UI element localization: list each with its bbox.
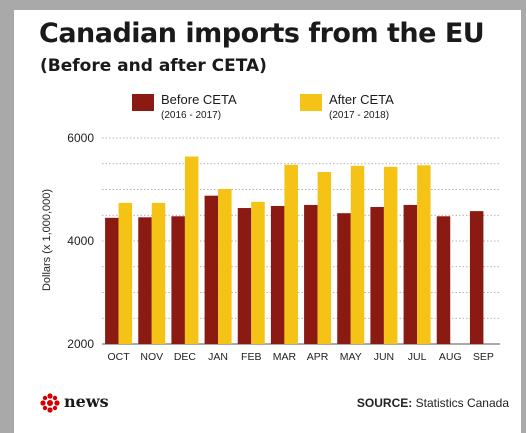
bar-after-ceta-jun (383, 166, 398, 344)
legend-swatch-before (132, 94, 154, 111)
x-tick-label: DEC (174, 351, 197, 363)
bar-before-ceta-feb (237, 208, 252, 344)
bar-before-ceta-apr (304, 204, 318, 344)
bar-before-ceta-oct (105, 217, 119, 344)
y-tick-label: 4000 (67, 234, 94, 248)
bar-after-ceta-mar (284, 164, 298, 344)
source-value: Statistics Canada (415, 396, 509, 410)
x-tick-label: JAN (208, 351, 228, 363)
bar-chart: 2000 4000 6000 OCT NOV DEC JAN FEB MAR APR MAY JUN J… (41, 131, 500, 363)
chart-title: Canadian imports from the EU (39, 18, 485, 49)
y-tick-label: 2000 (67, 337, 94, 351)
source-label: SOURCE: (356, 396, 413, 410)
chart-card: Canadian imports from the EU (Before and… (14, 10, 521, 433)
source-note: SOURCE: Statistics Canada (357, 396, 509, 410)
legend-label-after: After CETA (329, 92, 394, 107)
x-tick-label: MAR (273, 351, 297, 363)
y-axis-label: Dollars (x 1,000,000) (41, 189, 53, 291)
x-tick-label: APR (307, 351, 329, 363)
bar-after-ceta-may (350, 165, 365, 344)
bar-before-ceta-mar (270, 205, 285, 344)
bar-before-ceta-jun (370, 207, 384, 344)
brand-text: news (64, 392, 109, 411)
bar-after-ceta-jan (218, 188, 232, 344)
bar-after-ceta-jul (417, 165, 431, 344)
cbc-news-logo: news (40, 392, 109, 418)
x-tick-label: FEB (241, 351, 261, 363)
bar-before-ceta-sep (469, 211, 484, 344)
bar-after-ceta-nov (151, 202, 166, 344)
cbc-gem-icon (40, 393, 60, 413)
bar-before-ceta-jul (403, 204, 418, 344)
x-tick-label: AUG (439, 351, 462, 363)
x-tick-label: SEP (473, 351, 494, 363)
x-tick-label: MAY (340, 351, 362, 363)
x-tick-label: JUN (374, 351, 394, 363)
bar-before-ceta-may (337, 213, 351, 344)
bar-after-ceta-dec (184, 156, 199, 344)
bar-before-ceta-jan (204, 195, 219, 344)
bar-after-ceta-oct (118, 202, 133, 344)
legend-swatch-after (300, 94, 322, 111)
bar-after-ceta-apr (317, 171, 332, 344)
chart-subtitle: (Before and after CETA) (40, 56, 267, 76)
bar-before-ceta-aug (436, 216, 451, 344)
x-tick-label: JUL (408, 351, 427, 363)
bar-after-ceta-feb (251, 201, 265, 344)
legend-label-before: Before CETA (161, 92, 237, 107)
legend-range-after: (2017 - 2018) (329, 110, 390, 121)
x-tick-label: OCT (107, 351, 130, 363)
legend-range-before: (2016 - 2017) (161, 110, 222, 121)
y-tick-label: 6000 (67, 131, 94, 145)
bar-before-ceta-dec (171, 216, 185, 344)
x-tick-label: NOV (140, 351, 163, 363)
bar-before-ceta-nov (138, 217, 152, 344)
